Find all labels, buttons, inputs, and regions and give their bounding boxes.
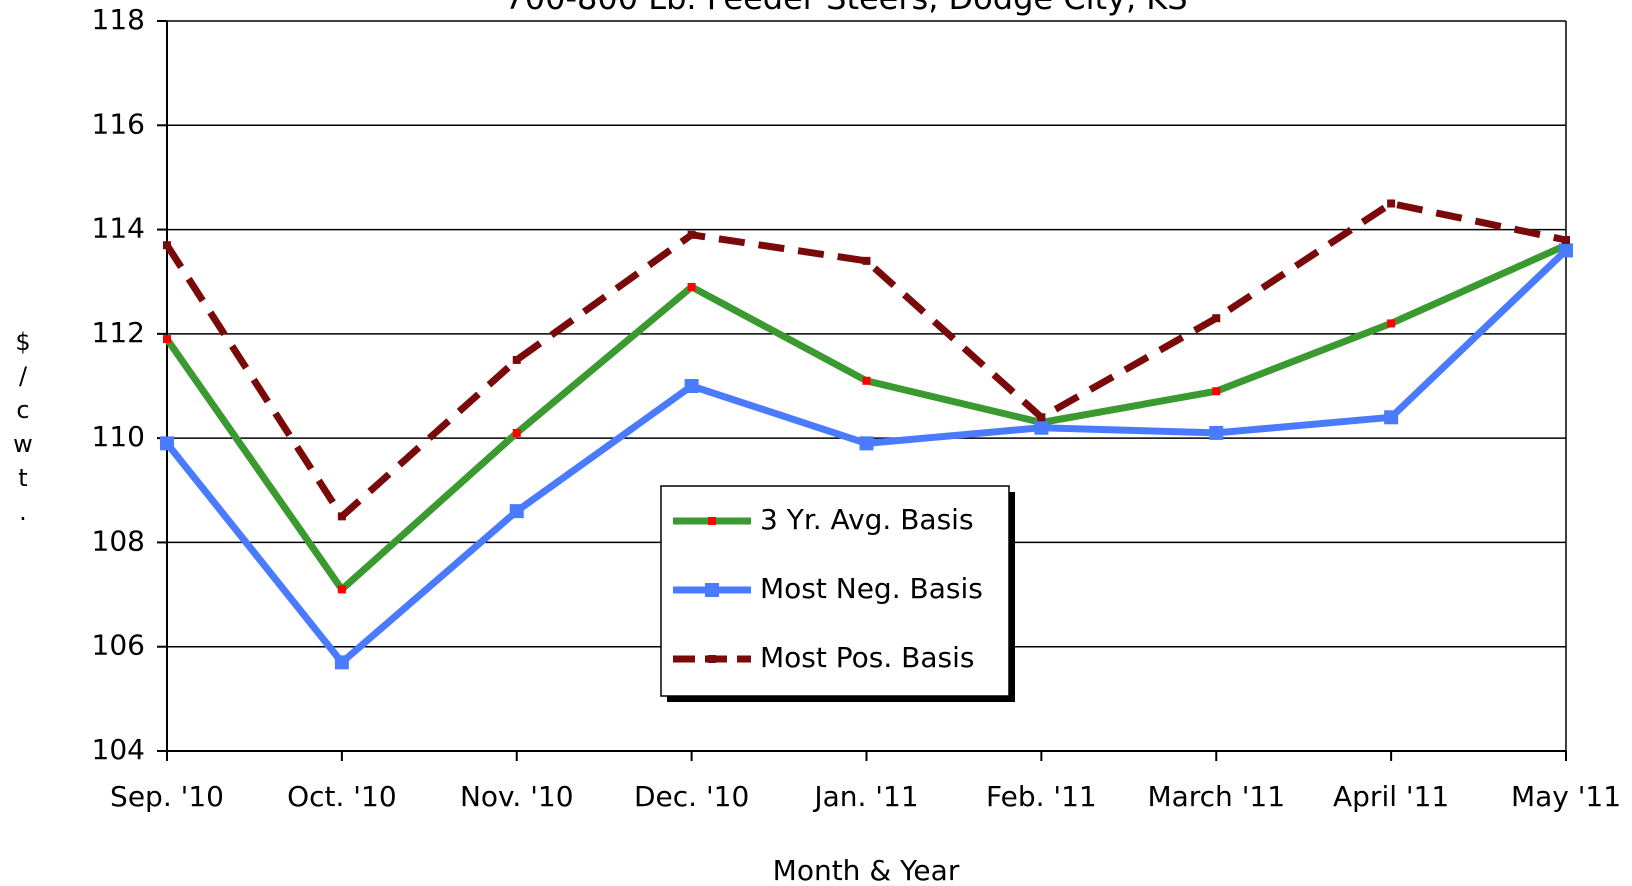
data-point <box>1034 420 1049 435</box>
data-point <box>163 335 171 344</box>
x-tick-label: Jan. '11 <box>812 780 918 813</box>
legend-label: 3 Yr. Avg. Basis <box>760 503 974 536</box>
y-tick-label: 104 <box>92 733 145 766</box>
chart-title: 700-800 Lb. Feeder Steers, Dodge City, K… <box>504 0 1187 17</box>
data-point <box>512 428 521 437</box>
y-tick-label: 116 <box>92 107 145 140</box>
data-point <box>862 256 871 265</box>
data-point <box>1387 319 1396 328</box>
data-point <box>687 230 696 239</box>
y-tick-label: 108 <box>92 524 145 557</box>
data-point <box>1384 410 1399 425</box>
legend-marker <box>708 517 716 525</box>
x-tick-label: Oct. '10 <box>287 780 397 813</box>
y-tick-label: 106 <box>92 629 145 662</box>
legend-marker <box>705 583 719 597</box>
data-point <box>859 436 874 451</box>
x-tick-label: Feb. '11 <box>986 780 1097 813</box>
data-point <box>160 436 174 451</box>
y-axis-title: $/cwt. <box>9 328 37 532</box>
data-point <box>1037 413 1046 422</box>
legend-label: Most Pos. Basis <box>760 641 974 674</box>
data-point <box>687 282 696 291</box>
y-tick-label: 118 <box>92 3 145 36</box>
x-tick-label: March '11 <box>1147 780 1285 813</box>
data-point <box>509 504 524 519</box>
data-point <box>337 512 346 521</box>
data-point <box>1212 387 1221 396</box>
x-tick-label: Dec. '10 <box>634 780 749 813</box>
series-line <box>164 200 1567 520</box>
x-tick-label: May '11 <box>1511 780 1621 813</box>
y-tick-label: 110 <box>92 420 145 453</box>
data-point <box>512 355 521 364</box>
x-axis-title: Month & Year <box>773 854 960 886</box>
data-point <box>1562 236 1570 244</box>
x-tick-label: Nov. '10 <box>460 780 574 813</box>
data-point <box>1209 425 1224 440</box>
legend-marker <box>708 655 716 663</box>
data-point <box>1387 199 1396 208</box>
y-tick-label: 114 <box>92 212 145 245</box>
data-point <box>862 376 871 385</box>
y-tick-label: 112 <box>92 316 145 349</box>
data-point <box>334 655 349 670</box>
data-point <box>1559 243 1573 258</box>
data-point <box>163 241 171 250</box>
data-point <box>1212 314 1221 323</box>
x-tick-label: April '11 <box>1333 780 1449 813</box>
data-point <box>684 379 699 393</box>
legend-label: Most Neg. Basis <box>760 572 983 605</box>
x-tick-label: Sep. '10 <box>110 780 224 813</box>
data-point <box>337 585 346 594</box>
